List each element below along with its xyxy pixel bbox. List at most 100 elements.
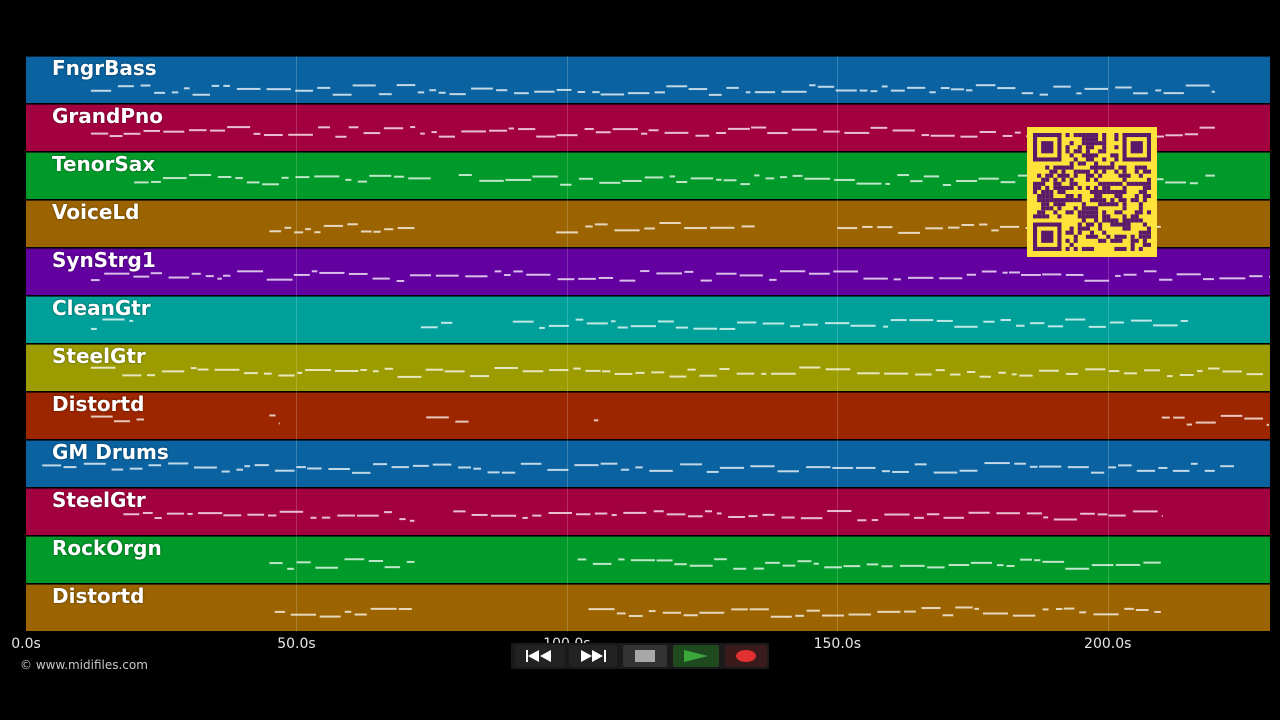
note-mark [716, 512, 722, 515]
note-mark [881, 565, 893, 568]
note-mark [399, 518, 406, 521]
note-mark [189, 129, 207, 132]
note-mark [1135, 608, 1149, 611]
note-mark [1130, 319, 1152, 322]
note-mark [307, 467, 322, 470]
note-mark [804, 177, 831, 180]
note-mark [1017, 174, 1031, 177]
note-mark [716, 272, 737, 275]
note-mark [909, 319, 934, 322]
note-mark [1115, 86, 1132, 89]
note-mark [573, 367, 581, 370]
note-mark [806, 466, 831, 469]
note-mark [518, 128, 536, 131]
note-mark [695, 134, 710, 137]
note-mark [192, 93, 211, 96]
note-mark [193, 466, 217, 469]
note-mark [505, 178, 532, 181]
note-mark [363, 132, 381, 135]
note-mark [856, 182, 882, 185]
note-mark [599, 181, 621, 184]
note-mark [217, 175, 232, 178]
note-mark [1029, 465, 1038, 468]
note-mark [779, 270, 806, 273]
note-mark [620, 468, 630, 471]
note-mark [278, 374, 295, 377]
note-mark [104, 272, 130, 275]
note-mark [425, 368, 444, 371]
note-mark [640, 270, 650, 273]
note-mark [501, 471, 516, 474]
rewind-button[interactable] [515, 645, 565, 667]
note-mark [740, 183, 750, 186]
note-mark [1053, 85, 1071, 88]
note-mark [458, 174, 472, 177]
note-mark [171, 91, 179, 94]
note-mark [512, 320, 534, 323]
note-mark [453, 510, 466, 513]
note-mark [795, 614, 805, 617]
play-button[interactable] [673, 645, 719, 667]
note-mark [143, 129, 160, 132]
note-mark [848, 613, 871, 616]
note-mark [618, 558, 625, 561]
note-mark [373, 463, 388, 466]
note-mark [83, 462, 106, 465]
note-mark [1034, 559, 1041, 562]
note-mark [1021, 92, 1034, 95]
note-mark [727, 127, 750, 130]
note-mark [1211, 90, 1215, 93]
note-mark [556, 134, 578, 137]
note-mark [352, 471, 371, 474]
note-mark [490, 514, 517, 517]
track-row: SteelGtr [26, 488, 1270, 535]
note-mark [871, 519, 879, 522]
note-mark [1038, 369, 1059, 372]
track-notes [90, 318, 1188, 330]
note-mark [1088, 325, 1106, 328]
note-mark [378, 93, 392, 96]
note-mark [90, 132, 109, 135]
note-mark [1067, 466, 1089, 469]
note-mark [1080, 512, 1095, 515]
note-mark [970, 561, 993, 564]
note-mark [217, 277, 222, 280]
note-mark [1065, 567, 1090, 570]
note-mark [397, 227, 415, 230]
note-mark [279, 510, 304, 513]
note-mark [974, 607, 979, 610]
note-mark [314, 231, 321, 234]
note-mark [294, 231, 304, 234]
fast-forward-button[interactable] [569, 645, 617, 667]
note-mark [284, 226, 292, 229]
note-mark [699, 611, 725, 614]
note-mark [947, 226, 960, 229]
note-mark [129, 319, 134, 322]
track-notes [42, 462, 1234, 474]
note-mark [332, 93, 352, 96]
note-mark [1153, 324, 1178, 327]
note-mark [1199, 126, 1215, 129]
note-mark [843, 565, 861, 568]
note-mark [1202, 278, 1214, 281]
note-mark [295, 176, 310, 179]
note-mark [431, 131, 437, 134]
note-mark [263, 134, 283, 137]
note-mark [328, 468, 350, 471]
note-mark [802, 323, 819, 326]
record-button[interactable] [725, 645, 767, 667]
note-mark [296, 561, 311, 564]
note-mark [834, 178, 855, 181]
note-mark [1026, 512, 1042, 515]
note-mark [1043, 516, 1049, 519]
note-mark [1163, 92, 1184, 95]
note-mark [669, 175, 676, 178]
note-mark [183, 87, 190, 90]
note-mark [659, 222, 681, 225]
note-mark [356, 514, 379, 517]
note-mark [1244, 417, 1264, 420]
note-mark [556, 231, 578, 234]
note-mark [881, 85, 888, 88]
stop-button[interactable] [623, 645, 667, 667]
note-mark [539, 326, 545, 329]
